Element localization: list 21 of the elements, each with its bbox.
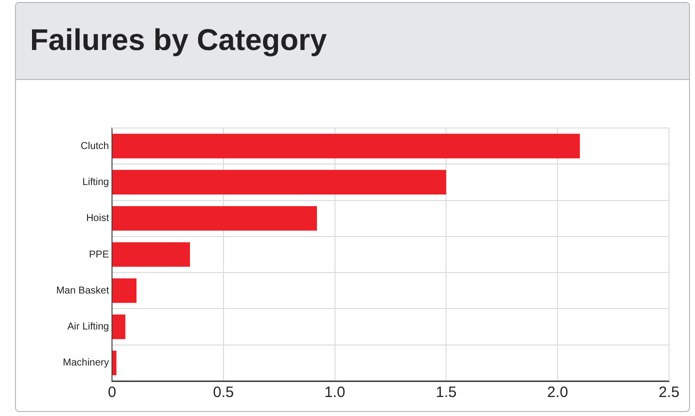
chart-title: Failures by Category: [30, 24, 327, 58]
x-tick-label: 0.5: [212, 384, 234, 402]
y-tick-label: Man Basket: [56, 285, 110, 296]
y-tick-label: Air Lifting: [67, 322, 109, 333]
y-tick-label: Clutch: [80, 140, 109, 152]
x-tick-label: 1.0: [324, 384, 346, 402]
y-tick-label: Machinery: [62, 358, 109, 369]
bar: [112, 314, 126, 340]
y-tick-label: Lifting: [82, 176, 109, 188]
bar: [112, 134, 580, 158]
x-tick-label: 2.5: [658, 384, 680, 402]
x-tick-label: 0: [108, 384, 116, 402]
bar: [112, 170, 446, 195]
y-tick-label: PPE: [88, 249, 110, 260]
bar: [112, 206, 317, 231]
bar: [112, 242, 190, 267]
bar: [112, 278, 137, 303]
x-tick-label: 2.0: [547, 384, 568, 402]
bar: [112, 350, 116, 376]
x-tick-label: 1.5: [436, 384, 457, 402]
y-tick-label: Hoist: [86, 213, 110, 224]
